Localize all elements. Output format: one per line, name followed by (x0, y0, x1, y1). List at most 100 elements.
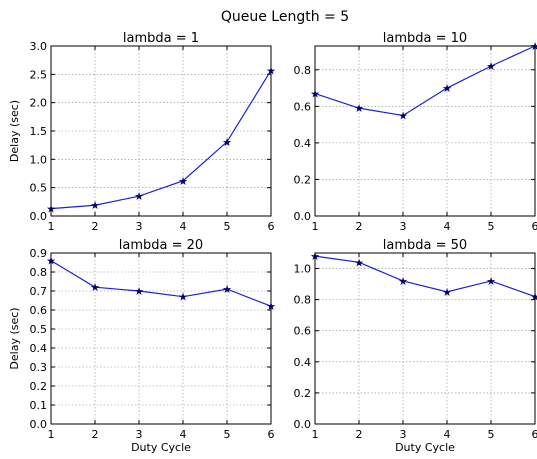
y-tick-label: 0.3 (30, 361, 48, 374)
plot-frame (314, 45, 536, 217)
plot-area (315, 253, 535, 424)
y-tick-label: 0.0 (294, 418, 312, 431)
series-line (50, 260, 272, 307)
x-tick-label: 3 (400, 220, 407, 233)
y-tick-label: 3.0 (30, 40, 48, 53)
y-tick-label: 0.2 (294, 173, 312, 186)
data-point-marker: ★ (134, 190, 144, 203)
x-tick-label: 3 (136, 220, 143, 233)
subplot-title: lambda = 50 (383, 238, 467, 253)
y-axis-label: Delay (sec) (8, 307, 21, 369)
y-tick-label: 1.0 (294, 263, 312, 276)
x-tick-label: 2 (92, 220, 99, 233)
subplot-2: 1 2 3 4 5 6 0.0 0.2 0.4 0.6 0.8 ★ ★ ★ ★ ★ ★ lambda = 10 (294, 31, 537, 233)
x-tick-label: 4 (444, 428, 451, 441)
y-tick-label: 1.5 (30, 125, 48, 138)
y-tick-label: 0.6 (294, 100, 312, 113)
x-tick-label: 6 (532, 220, 537, 233)
data-point-marker: ★ (310, 250, 320, 263)
plot-area (51, 253, 271, 424)
y-tick-label: 0.7 (30, 285, 48, 298)
plot-area (315, 46, 535, 216)
y-tick-label: 0.0 (30, 418, 48, 431)
data-point-marker: ★ (222, 136, 232, 149)
x-tick-label: 6 (268, 220, 275, 233)
y-tick-label: 0.9 (30, 247, 48, 260)
x-tick-label: 6 (532, 428, 537, 441)
y-tick-label: 0.2 (294, 387, 312, 400)
y-tick-label: 0.4 (294, 356, 312, 369)
y-tick-label: 0.8 (294, 294, 312, 307)
data-point-marker: ★ (442, 82, 452, 95)
y-tick-label: 2.5 (30, 68, 48, 81)
y-tick-label: 0.2 (30, 380, 48, 393)
x-tick-label: 1 (312, 220, 319, 233)
subplot-title: lambda = 10 (383, 31, 467, 46)
x-tick-label: 3 (400, 428, 407, 441)
data-point-marker: ★ (398, 109, 408, 122)
y-tick-label: 1.0 (30, 153, 48, 166)
subplot-1: 1 2 3 4 5 6 0.0 0.5 1.0 1.5 2.0 2.5 3.0 ★ ★ ★ ★ ★ ★ lambda … (8, 31, 276, 233)
subplot-3: 1 2 3 4 5 60.00.10.20.30.40.50.60.70.80.9★★ ★ ★… (8, 238, 276, 454)
data-point-marker: ★ (90, 199, 100, 212)
x-axis-label: Duty Cycle (131, 441, 191, 454)
y-tick-label: 0.6 (30, 304, 48, 317)
data-point-marker: ★ (222, 283, 232, 296)
x-tick-label: 4 (180, 428, 187, 441)
data-point-marker: ★ (90, 281, 100, 294)
y-tick-label: 0.6 (294, 325, 312, 338)
data-point-marker: ★ (354, 102, 364, 115)
y-tick-label: 0.1 (30, 399, 48, 412)
y-tick-label: 2.0 (30, 97, 48, 110)
x-tick-label: 1 (312, 428, 319, 441)
data-point-marker: ★ (266, 300, 276, 313)
x-tick-label: 1 (48, 220, 55, 233)
data-point-marker: ★ (46, 203, 56, 216)
subplot-title: lambda = 20 (119, 238, 203, 253)
x-tick-label: 2 (92, 428, 99, 441)
y-tick-label: 0.4 (294, 137, 312, 150)
data-point-marker: ★ (442, 286, 452, 299)
plot-frame (50, 252, 272, 425)
series-line (314, 255, 536, 298)
x-tick-label: 3 (136, 428, 143, 441)
y-axis-label: Delay (sec) (8, 100, 21, 162)
y-tick-label: 0.4 (30, 342, 48, 355)
data-point-marker: ★ (530, 291, 537, 304)
data-point-marker: ★ (46, 255, 56, 268)
x-tick-label: 6 (268, 428, 275, 441)
data-point-marker: ★ (310, 88, 320, 101)
y-tick-label: 0.8 (294, 64, 312, 77)
y-tick-label: 0.5 (30, 182, 48, 195)
data-point-marker: ★ (398, 275, 408, 288)
data-point-marker: ★ (134, 285, 144, 298)
subplot-title: lambda = 1 (123, 31, 199, 46)
x-tick-label: 4 (180, 220, 187, 233)
x-tick-label: 4 (444, 220, 451, 233)
x-tick-label: 1 (48, 428, 55, 441)
x-tick-label: 5 (488, 220, 495, 233)
x-tick-label: 2 (356, 428, 363, 441)
data-point-marker: ★ (266, 64, 276, 77)
data-point-marker: ★ (486, 60, 496, 73)
y-tick-label: 0.0 (30, 210, 48, 223)
data-point-marker: ★ (530, 40, 537, 53)
x-tick-label: 5 (224, 220, 231, 233)
data-point-marker: ★ (178, 175, 188, 188)
series-line (50, 70, 272, 210)
x-axis-label: Duty Cycle (395, 441, 455, 454)
figure-suptitle: Queue Length = 5 (221, 9, 349, 25)
y-tick-label: 0.8 (30, 266, 48, 279)
x-tick-label: 5 (488, 428, 495, 441)
data-point-marker: ★ (486, 275, 496, 288)
series-line (314, 45, 536, 117)
x-tick-label: 5 (224, 428, 231, 441)
data-point-marker: ★ (178, 291, 188, 304)
plot-frame (314, 252, 536, 425)
y-tick-label: 0.5 (30, 323, 48, 336)
subplot-4: 1 2 3 4 5 60.00.20.40.60.81.0★ ★★★★★lambda = 5… (294, 238, 537, 454)
y-tick-label: 0.0 (294, 210, 312, 223)
x-tick-label: 2 (356, 220, 363, 233)
